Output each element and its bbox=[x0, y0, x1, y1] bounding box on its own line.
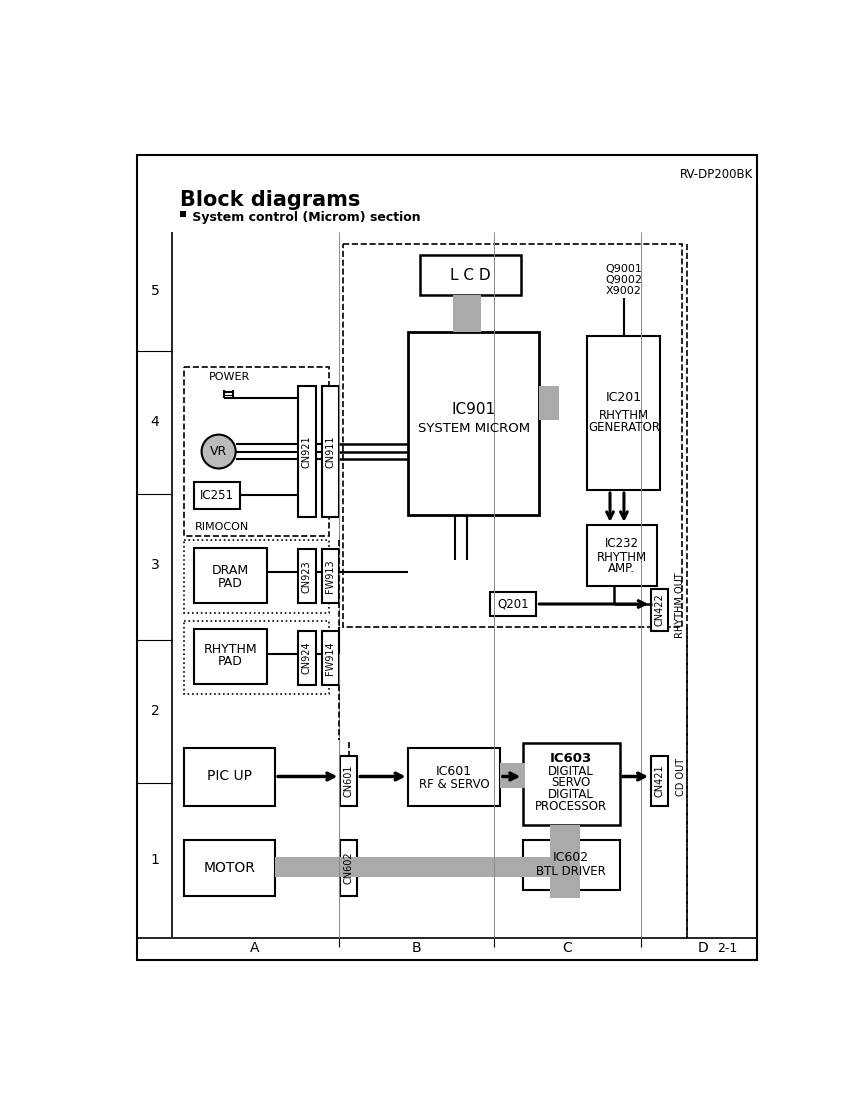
Bar bbox=[550, 825, 580, 898]
Text: CD OUT: CD OUT bbox=[677, 758, 686, 795]
Text: AMP.: AMP. bbox=[608, 562, 635, 575]
Text: IC901: IC901 bbox=[451, 402, 496, 417]
Bar bbox=[409, 748, 500, 805]
Bar bbox=[184, 840, 275, 895]
Text: PAD: PAD bbox=[218, 576, 243, 590]
Bar bbox=[500, 763, 524, 788]
Bar bbox=[184, 367, 330, 537]
Bar bbox=[194, 482, 241, 509]
Text: DRAM: DRAM bbox=[212, 564, 249, 578]
Text: CN923: CN923 bbox=[302, 560, 312, 593]
Text: PAD: PAD bbox=[218, 656, 243, 669]
Text: 3: 3 bbox=[150, 558, 160, 572]
Bar bbox=[340, 840, 357, 895]
Bar bbox=[180, 211, 186, 218]
Bar bbox=[420, 255, 521, 295]
Text: L C D: L C D bbox=[450, 267, 490, 283]
Bar bbox=[184, 748, 275, 805]
Text: D: D bbox=[698, 942, 708, 955]
Bar bbox=[184, 540, 330, 614]
Text: Q9001: Q9001 bbox=[605, 264, 643, 274]
Text: IC603: IC603 bbox=[550, 751, 592, 764]
Text: RHYTHM: RHYTHM bbox=[203, 642, 257, 656]
Text: A: A bbox=[250, 942, 260, 955]
Text: RF & SERVO: RF & SERVO bbox=[419, 779, 490, 792]
Text: RHYTHM: RHYTHM bbox=[597, 550, 647, 563]
Text: IC602: IC602 bbox=[553, 850, 589, 864]
Text: DIGITAL: DIGITAL bbox=[548, 788, 594, 801]
Text: GENERATOR: GENERATOR bbox=[588, 421, 660, 434]
Text: DIGITAL: DIGITAL bbox=[548, 764, 594, 778]
Text: X9002: X9002 bbox=[606, 286, 642, 296]
Bar bbox=[586, 337, 660, 491]
Bar bbox=[524, 742, 620, 825]
Text: IC232: IC232 bbox=[604, 538, 638, 550]
Text: Q201: Q201 bbox=[497, 597, 529, 611]
Text: Block diagrams: Block diagrams bbox=[180, 189, 360, 210]
Text: 5: 5 bbox=[150, 285, 160, 298]
Bar bbox=[298, 631, 315, 685]
Text: CN602: CN602 bbox=[343, 851, 354, 884]
Text: CN421: CN421 bbox=[654, 764, 665, 796]
Bar bbox=[321, 631, 339, 685]
Text: MOTOR: MOTOR bbox=[203, 861, 255, 876]
Text: RHYTHM: RHYTHM bbox=[599, 409, 649, 422]
Text: CN911: CN911 bbox=[326, 436, 335, 468]
Text: POWER: POWER bbox=[209, 372, 251, 382]
Bar bbox=[453, 295, 480, 332]
Text: IC201: IC201 bbox=[606, 392, 642, 404]
Text: CN422: CN422 bbox=[654, 593, 665, 626]
Text: Q9002: Q9002 bbox=[605, 275, 643, 285]
Text: SERVO: SERVO bbox=[552, 777, 591, 789]
Text: RHYTHM OUT: RHYTHM OUT bbox=[675, 573, 685, 638]
Bar bbox=[651, 756, 668, 805]
Bar bbox=[321, 386, 339, 517]
Text: CN921: CN921 bbox=[302, 436, 312, 468]
Text: RIMOCON: RIMOCON bbox=[196, 522, 250, 532]
Text: BTL DRIVER: BTL DRIVER bbox=[536, 865, 606, 878]
Text: 2: 2 bbox=[150, 704, 160, 718]
Text: C: C bbox=[563, 942, 572, 955]
Circle shape bbox=[201, 434, 235, 469]
Bar bbox=[490, 593, 536, 616]
Text: CN601: CN601 bbox=[343, 764, 354, 796]
Text: CN924: CN924 bbox=[302, 641, 312, 674]
Text: SYSTEM MICROM: SYSTEM MICROM bbox=[417, 422, 530, 435]
Bar bbox=[194, 629, 268, 684]
Bar bbox=[586, 525, 656, 586]
Bar bbox=[298, 549, 315, 603]
Bar bbox=[194, 548, 268, 603]
Bar bbox=[539, 386, 558, 420]
Text: IC251: IC251 bbox=[200, 488, 234, 502]
Text: IC601: IC601 bbox=[436, 764, 473, 778]
Bar bbox=[651, 588, 668, 631]
Bar bbox=[340, 756, 357, 805]
Bar bbox=[524, 840, 620, 891]
Text: B: B bbox=[411, 942, 421, 955]
Text: VR: VR bbox=[210, 446, 227, 458]
Text: PIC UP: PIC UP bbox=[207, 770, 252, 783]
Bar bbox=[321, 549, 339, 603]
Bar bbox=[275, 857, 554, 877]
Text: 4: 4 bbox=[150, 416, 160, 429]
Text: System control (Microm) section: System control (Microm) section bbox=[189, 211, 421, 224]
Text: 2-1: 2-1 bbox=[717, 942, 738, 955]
Bar bbox=[298, 386, 315, 517]
Text: FW914: FW914 bbox=[326, 641, 335, 674]
Bar bbox=[343, 244, 682, 627]
Text: PROCESSOR: PROCESSOR bbox=[536, 800, 607, 813]
Text: RV-DP200BK: RV-DP200BK bbox=[680, 168, 753, 182]
Text: FW913: FW913 bbox=[326, 560, 335, 593]
Bar bbox=[409, 332, 539, 516]
Bar bbox=[184, 620, 330, 694]
Text: 1: 1 bbox=[150, 852, 160, 867]
